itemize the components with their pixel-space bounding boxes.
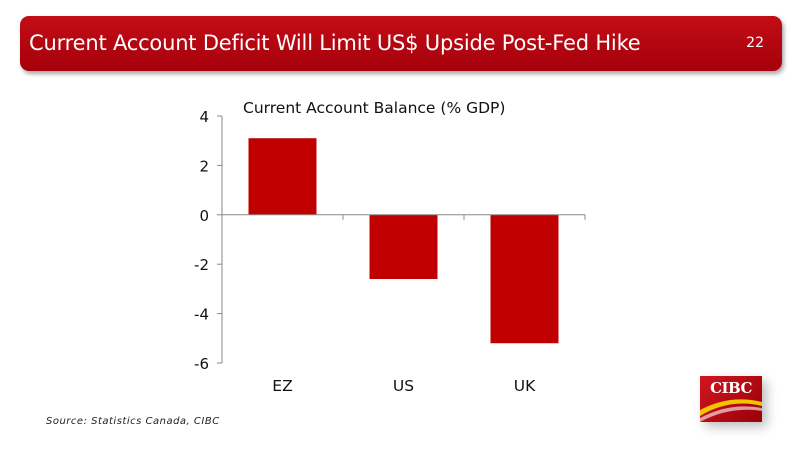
bar-us xyxy=(369,214,438,280)
cibc-logo: CIBC xyxy=(700,376,762,422)
y-tick-label: 4 xyxy=(199,108,209,126)
logo-swoosh-icon xyxy=(700,399,762,422)
slide-number: 22 xyxy=(746,35,764,51)
source-note: Source: Statistics Canada, CIBC xyxy=(46,416,220,427)
slide-title: Current Account Deficit Will Limit US$ U… xyxy=(29,31,641,55)
chart-title: Current Account Balance (% GDP) xyxy=(243,99,505,117)
x-category-label: US xyxy=(393,377,414,395)
logo-text: CIBC xyxy=(710,379,752,397)
y-tick-label: -2 xyxy=(194,256,209,274)
bars xyxy=(248,138,559,344)
bar-uk xyxy=(490,214,559,344)
y-tick-label: 0 xyxy=(199,207,209,225)
y-tick-label: -6 xyxy=(194,355,209,373)
y-tick-label: -4 xyxy=(194,306,209,324)
x-category-label: UK xyxy=(514,377,536,395)
y-tick-label: 2 xyxy=(199,157,209,175)
y-axis: 4 2 0 -2 -4 -6 xyxy=(194,108,223,373)
slide-header: Current Account Deficit Will Limit US$ U… xyxy=(20,16,782,71)
bar-ez xyxy=(248,138,317,215)
x-category-label: EZ xyxy=(272,377,292,395)
x-axis: EZ US UK xyxy=(221,214,586,395)
